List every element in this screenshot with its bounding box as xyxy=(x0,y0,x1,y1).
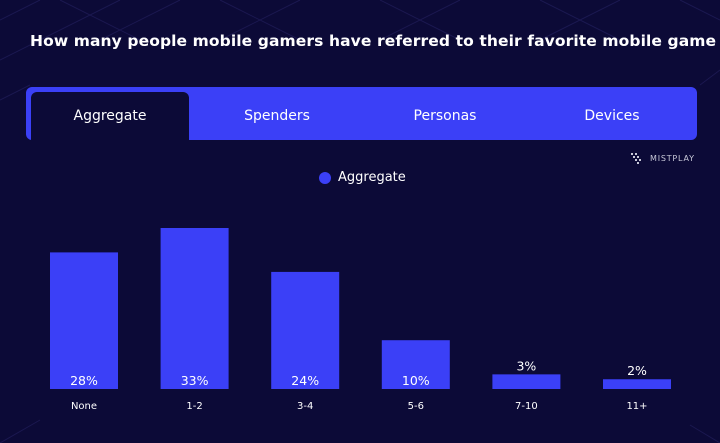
x-tick-label: None xyxy=(71,401,97,412)
tab-personas[interactable]: Personas xyxy=(413,108,477,124)
tab-aggregate[interactable]: Aggregate xyxy=(31,92,189,140)
legend-swatch xyxy=(319,171,331,184)
chart-legend: Aggregate xyxy=(319,170,406,185)
brand-name: MISTPLAY xyxy=(650,153,695,163)
x-tick-label: 11+ xyxy=(626,401,647,412)
tab-spenders[interactable]: Spenders xyxy=(244,108,310,124)
tab-devices[interactable]: Devices xyxy=(584,108,640,124)
x-tick-label: 5-6 xyxy=(408,401,424,412)
tab-bar: Aggregate Spenders Personas Devices xyxy=(26,87,697,140)
data-label: 10% xyxy=(402,373,430,388)
x-tick-label: 3-4 xyxy=(297,401,313,412)
data-label: 28% xyxy=(70,373,98,388)
bar-7-10 xyxy=(492,374,561,389)
data-label: 3% xyxy=(516,358,536,373)
bar-1-2 xyxy=(160,228,229,389)
bar-5-6 xyxy=(381,340,450,389)
mistplay-logo-icon xyxy=(631,152,641,164)
x-tick-label: 7-10 xyxy=(515,401,538,412)
bar-11- xyxy=(603,379,671,389)
data-label: 2% xyxy=(627,363,647,378)
data-label: 24% xyxy=(291,373,319,388)
x-tick-label: 1-2 xyxy=(186,401,202,412)
data-label: 33% xyxy=(181,373,209,388)
bar-none xyxy=(50,252,118,389)
brand-logo: MISTPLAY xyxy=(631,152,695,164)
legend-label: Aggregate xyxy=(338,170,406,185)
bar-3-4 xyxy=(271,271,340,389)
chart-title: How many people mobile gamers have refer… xyxy=(30,32,717,50)
